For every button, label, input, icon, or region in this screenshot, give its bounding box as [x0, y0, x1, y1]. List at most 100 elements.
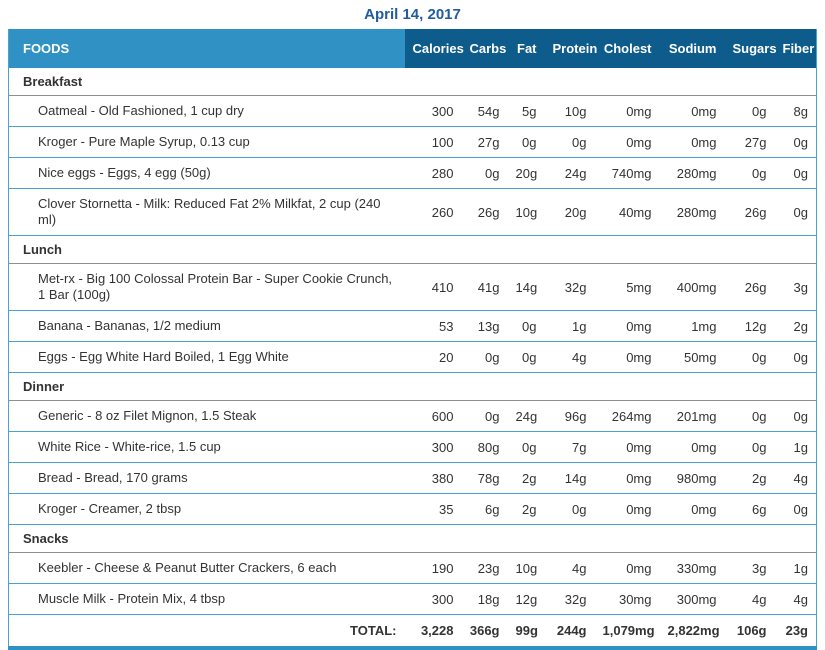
food-name: Keebler - Cheese & Peanut Butter Cracker… — [8, 552, 405, 584]
food-value-carbs: 41g — [461, 263, 508, 311]
food-value-fat: 10g — [507, 552, 545, 584]
food-value-carbs: 80g — [461, 431, 508, 463]
food-value-protein: 4g — [544, 341, 595, 373]
food-value-calories: 35 — [404, 493, 462, 525]
food-value-cholest: 0mg — [594, 462, 660, 494]
food-value-cholest: 0mg — [594, 431, 660, 463]
total-value-calories: 3,228 — [420, 623, 454, 638]
food-value-protein: 0g — [544, 126, 595, 158]
food-value-protein: 96g — [544, 400, 595, 432]
food-value-sugars: 0g — [724, 157, 775, 189]
column-header-protein: Protein — [544, 29, 597, 68]
food-value-sodium: 280mg — [659, 188, 725, 236]
food-value-sodium: 0mg — [659, 431, 725, 463]
food-value-sugars: 27g — [724, 126, 775, 158]
food-name: Banana - Bananas, 1/2 medium — [8, 310, 405, 342]
food-value-sodium: 980mg — [659, 462, 725, 494]
food-row: Eggs - Egg White Hard Boiled, 1 Egg Whit… — [8, 341, 817, 373]
food-value-fiber: 3g — [774, 263, 817, 311]
page-title: April 14, 2017 — [364, 6, 461, 23]
food-value-fiber: 0g — [774, 341, 817, 373]
food-value-fat: 14g — [507, 263, 545, 311]
food-value-calories: 300 — [404, 431, 462, 463]
food-value-fiber: 2g — [774, 310, 817, 342]
food-value-carbs: 26g — [461, 188, 508, 236]
food-name: Nice eggs - Eggs, 4 egg (50g) — [8, 157, 405, 189]
food-value-sodium: 330mg — [659, 552, 725, 584]
table-header-row: FOODS Calories Carbs Fat Protein Cholest… — [8, 29, 817, 68]
food-value-sugars: 26g — [724, 263, 775, 311]
food-value-sodium: 280mg — [659, 157, 725, 189]
food-name: Generic - 8 oz Filet Mignon, 1.5 Steak — [8, 400, 405, 432]
food-value-sugars: 6g — [724, 493, 775, 525]
food-value-protein: 0g — [544, 493, 595, 525]
total-row: TOTAL: 3,228 366g 99g 244g 1,079mg 2,822mg 106g… — [9, 615, 817, 649]
column-header-carbs: Carbs — [461, 29, 508, 68]
food-value-sugars: 0g — [724, 341, 775, 373]
food-value-fat: 12g — [507, 583, 545, 615]
food-value-sodium: 201mg — [659, 400, 725, 432]
food-value-carbs: 13g — [461, 310, 508, 342]
food-name: Eggs - Egg White Hard Boiled, 1 Egg Whit… — [8, 341, 405, 373]
food-value-calories: 280 — [404, 157, 462, 189]
food-value-protein: 4g — [544, 552, 595, 584]
food-value-protein: 1g — [544, 310, 595, 342]
food-value-sugars: 0g — [724, 431, 775, 463]
food-value-carbs: 6g — [461, 493, 508, 525]
food-name: Kroger - Pure Maple Syrup, 0.13 cup — [8, 126, 405, 158]
food-value-protein: 20g — [544, 188, 595, 236]
food-row: White Rice - White-rice, 1.5 cup 300 80g 0g… — [8, 431, 817, 463]
food-row: Keebler - Cheese & Peanut Butter Cracker… — [8, 552, 817, 584]
food-value-sodium: 1mg — [659, 310, 725, 342]
food-name: White Rice - White-rice, 1.5 cup — [8, 431, 405, 463]
food-value-calories: 380 — [404, 462, 462, 494]
food-row: Clover Stornetta - Milk: Reduced Fat 2% … — [8, 188, 817, 236]
food-row: Banana - Bananas, 1/2 medium 53 13g 0g 1g 0mg… — [8, 310, 817, 342]
food-value-protein: 10g — [544, 95, 595, 127]
food-value-fiber: 8g — [774, 95, 817, 127]
column-header-cholest: Cholest — [594, 29, 660, 68]
food-row: Met-rx - Big 100 Colossal Protein Bar - … — [8, 263, 817, 311]
section-title: Snacks — [8, 524, 817, 553]
food-value-protein: 32g — [544, 263, 595, 311]
total-label: TOTAL: — [350, 623, 397, 638]
food-value-calories: 410 — [404, 263, 462, 311]
total-value-fiber: 23g — [785, 623, 808, 638]
food-value-carbs: 78g — [461, 462, 508, 494]
total-value-protein: 244g — [556, 623, 587, 638]
food-value-fat: 24g — [507, 400, 545, 432]
food-value-protein: 32g — [544, 583, 595, 615]
food-row: Nice eggs - Eggs, 4 egg (50g) 280 0g 20g 24g… — [8, 157, 817, 189]
total-value-sugars: 106g — [736, 623, 767, 638]
food-value-fiber: 0g — [774, 400, 817, 432]
food-value-cholest: 264mg — [594, 400, 660, 432]
food-value-sodium: 0mg — [659, 95, 725, 127]
section-title: Breakfast — [8, 68, 817, 96]
food-value-calories: 100 — [404, 126, 462, 158]
food-name: Clover Stornetta - Milk: Reduced Fat 2% … — [8, 188, 405, 236]
food-value-sodium: 0mg — [659, 493, 725, 525]
food-value-fiber: 0g — [774, 157, 817, 189]
food-value-carbs: 18g — [461, 583, 508, 615]
food-value-fat: 5g — [507, 95, 545, 127]
food-value-fiber: 4g — [774, 583, 817, 615]
column-header-sugars: Sugars — [724, 29, 777, 68]
food-row: Muscle Milk - Protein Mix, 4 tbsp 300 18g 1… — [8, 583, 817, 615]
food-value-calories: 300 — [404, 95, 462, 127]
food-value-fat: 0g — [507, 310, 545, 342]
food-value-sodium: 400mg — [659, 263, 725, 311]
food-row: Generic - 8 oz Filet Mignon, 1.5 Steak 60… — [8, 400, 817, 432]
column-header-foods: FOODS — [8, 29, 405, 68]
section-row-snacks: Snacks — [8, 524, 817, 553]
food-value-carbs: 0g — [461, 341, 508, 373]
food-value-carbs: 27g — [461, 126, 508, 158]
food-name: Muscle Milk - Protein Mix, 4 tbsp — [8, 583, 405, 615]
food-diary-table: FOODS Calories Carbs Fat Protein Cholest… — [8, 29, 817, 650]
food-value-calories: 20 — [404, 341, 462, 373]
food-row: Bread - Bread, 170 grams 380 78g 2g 14g 0mg 98… — [8, 462, 817, 494]
food-value-calories: 53 — [404, 310, 462, 342]
food-value-fat: 2g — [507, 493, 545, 525]
food-value-sodium: 300mg — [659, 583, 725, 615]
food-value-sugars: 0g — [724, 95, 775, 127]
food-value-fiber: 0g — [774, 126, 817, 158]
